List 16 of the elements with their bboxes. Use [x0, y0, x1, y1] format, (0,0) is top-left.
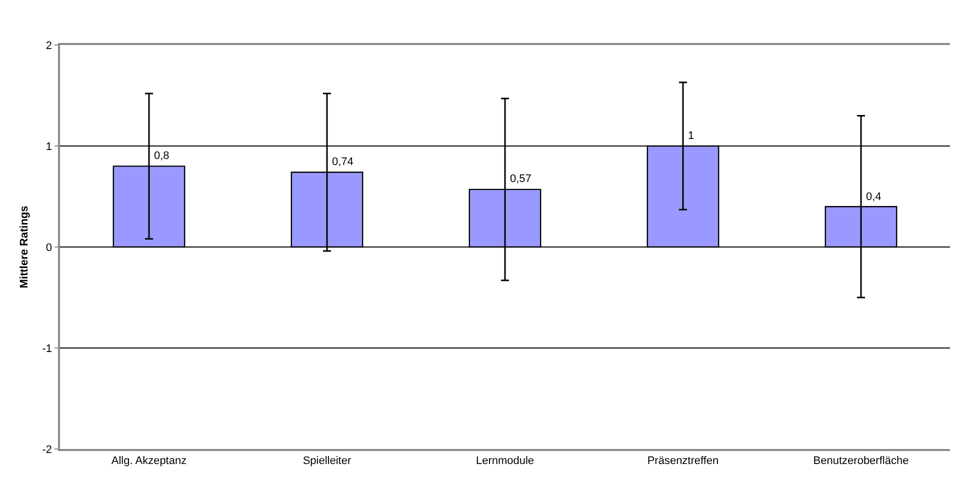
- data-label: 0,8: [154, 150, 170, 162]
- y-tick-label: 1: [46, 140, 52, 153]
- x-tick-label: Allg. Akzeptanz: [111, 454, 187, 467]
- data-label: 0,57: [510, 173, 532, 185]
- y-tick-label: 2: [46, 40, 52, 52]
- data-label: 0,74: [332, 156, 354, 168]
- y-tick-label: -1: [42, 342, 52, 355]
- x-tick-label: Spielleiter: [302, 454, 352, 467]
- x-tick-label: Präsenztreffen: [647, 454, 719, 467]
- data-label: 0,4: [866, 191, 882, 203]
- y-tick-label: -2: [42, 444, 52, 456]
- x-tick-label: Lernmodule: [476, 454, 534, 467]
- data-label: 1: [688, 130, 694, 142]
- y-axis-title: Mittlere Ratings: [18, 206, 30, 288]
- y-tick-label: 0: [46, 242, 52, 254]
- x-tick-label: Benutzeroberfläche: [813, 454, 909, 467]
